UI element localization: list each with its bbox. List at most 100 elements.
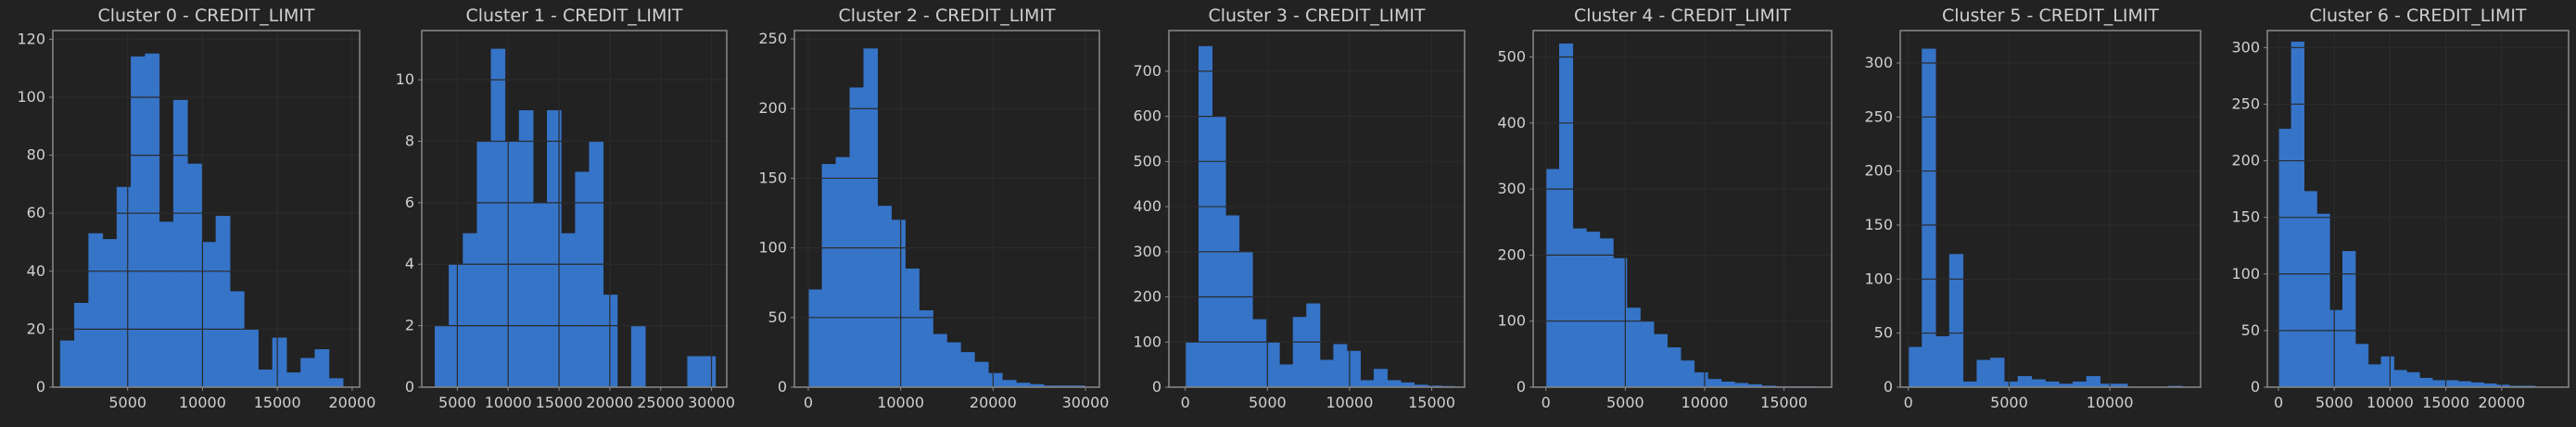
x-tick-label: 5000 — [2316, 394, 2354, 411]
histogram-bar — [1265, 342, 1280, 388]
x-tick-label: 10000 — [1681, 394, 1729, 411]
x-tick-label: 5000 — [438, 394, 476, 411]
chart-panel-0: 5000 10000 15000 20000 0 20 40 60 80 100 120 Cluste… — [17, 6, 375, 411]
chart-title: Cluster 6 - CREDIT_LIMIT — [2309, 6, 2526, 26]
chart-panel-2: 0 10000 20000 30000 0 50 100 150 200 250 Cluster 2… — [758, 6, 1109, 411]
histogram-bar — [2367, 364, 2382, 388]
y-tick-label: 400 — [1497, 114, 1526, 132]
y-tick-label: 50 — [768, 308, 787, 326]
y-tick-label: 4 — [405, 255, 414, 272]
x-tick-label: 0 — [1181, 394, 1190, 411]
axes-frame — [793, 30, 1100, 388]
y-tick-label: 20 — [27, 320, 45, 337]
histogram-bar — [2406, 371, 2420, 388]
y-tick-label: 0 — [1516, 378, 1526, 396]
x-tick-label: 15000 — [536, 394, 583, 411]
axes-frame — [1168, 30, 1466, 388]
histogram-bar — [863, 48, 878, 388]
y-tick-label: 300 — [1133, 243, 1161, 260]
histogram-bar — [116, 186, 132, 388]
x-tick-label: 10000 — [877, 394, 924, 411]
y-tick-label: 100 — [17, 88, 45, 106]
histogram-bar — [877, 206, 892, 388]
y-tick-label: 100 — [1497, 312, 1526, 330]
y-tick-label: 250 — [2231, 94, 2260, 112]
x-tick-label: 15000 — [2422, 394, 2469, 411]
histogram-bar — [946, 342, 961, 388]
chart-panel-5: 0 5000 10000 0 50 100 150 200 250 300 Cluster 5 - … — [1864, 6, 2202, 411]
histogram-bar — [145, 53, 160, 388]
chart-title: Cluster 5 - CREDIT_LIMIT — [1942, 6, 2159, 26]
histogram-bar — [1572, 228, 1587, 388]
y-tick-label: 8 — [405, 132, 414, 149]
histogram-bar — [2072, 381, 2087, 388]
x-tick-label: 15000 — [1760, 394, 1808, 411]
histogram-bar — [1292, 317, 1307, 388]
axes-frame — [1899, 30, 2202, 388]
histogram-bar — [2316, 213, 2330, 388]
axes-frame — [1532, 30, 1833, 388]
y-tick-label: 2 — [405, 317, 414, 334]
histogram-bar — [1373, 369, 1388, 388]
x-tick-label: 0 — [804, 394, 813, 411]
histogram-bar — [2303, 191, 2317, 388]
y-tick-label: 6 — [405, 194, 414, 211]
histogram-bar — [201, 242, 217, 388]
histogram-bar — [102, 239, 118, 388]
histogram-bar — [2278, 129, 2292, 388]
histogram-bar — [1962, 381, 1977, 388]
histogram-bar — [435, 325, 450, 388]
histogram-bar — [532, 202, 548, 388]
y-tick-label: 80 — [27, 146, 45, 164]
histogram-bar — [1990, 358, 2005, 388]
histogram-bar — [1225, 215, 1240, 388]
y-tick-label: 400 — [1133, 197, 1161, 215]
histogram-bar — [561, 232, 576, 388]
histogram-bar — [2031, 379, 2046, 388]
histogram-bar — [1238, 251, 1253, 388]
axes-frame — [52, 30, 361, 388]
x-tick-label: 10000 — [179, 394, 226, 411]
y-tick-label: 250 — [758, 30, 787, 47]
histogram-bar — [2457, 381, 2471, 388]
histogram-bar — [328, 378, 344, 388]
histogram-bar — [1667, 346, 1681, 388]
y-tick-label: 100 — [2231, 265, 2260, 283]
histogram-bar — [159, 221, 174, 388]
histogram-bar — [2431, 380, 2446, 388]
x-tick-label: 20000 — [2478, 394, 2525, 411]
chart-title: Cluster 3 - CREDIT_LIMIT — [1208, 6, 1425, 26]
y-tick-label: 300 — [1497, 180, 1526, 197]
chart-panel-4: 0 5000 10000 15000 0 100 200 300 400 500 Cluster 4… — [1497, 6, 1833, 411]
x-tick-label: 5000 — [1990, 394, 2028, 411]
histogram-bar — [2342, 251, 2356, 388]
y-tick-label: 300 — [2231, 38, 2260, 56]
y-tick-label: 0 — [36, 378, 45, 396]
histogram-bar — [1694, 372, 1708, 388]
histogram-bar — [272, 337, 287, 388]
histogram-bar — [2380, 356, 2394, 388]
y-tick-label: 150 — [758, 169, 787, 186]
chart-title: Cluster 4 - CREDIT_LIMIT — [1574, 6, 1791, 26]
histogram-bar — [463, 232, 477, 388]
histogram-bar — [1908, 346, 1922, 388]
histogram-bar — [1707, 379, 1722, 388]
histogram-bar — [2354, 344, 2369, 388]
histogram-bar — [1559, 44, 1574, 388]
y-tick-label: 120 — [17, 30, 45, 47]
y-tick-label: 300 — [1864, 54, 1893, 71]
x-tick-label: 15000 — [254, 394, 301, 411]
chart-title: Cluster 0 - CREDIT_LIMIT — [97, 6, 314, 26]
histogram-bar — [919, 310, 933, 388]
x-tick-label: 10000 — [485, 394, 532, 411]
histogram-bar — [2003, 381, 2019, 388]
y-tick-label: 100 — [758, 239, 787, 257]
histogram-bar — [88, 232, 104, 388]
x-tick-label: 20000 — [586, 394, 633, 411]
histogram-bar — [74, 302, 89, 388]
y-tick-label: 40 — [27, 262, 45, 280]
histogram-bar — [131, 56, 146, 388]
y-tick-label: 500 — [1497, 48, 1526, 66]
histogram-bar — [821, 164, 837, 388]
